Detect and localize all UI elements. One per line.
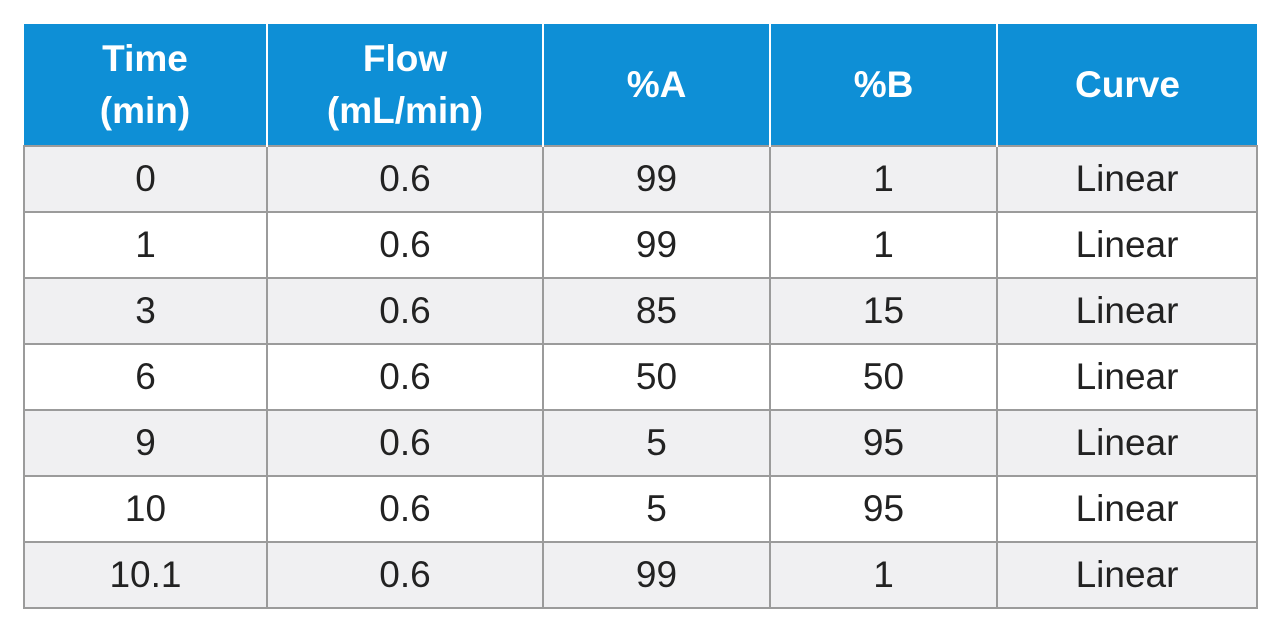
cell-percent-b: 95 [769, 475, 998, 543]
header-label: %A [626, 63, 687, 105]
cell-curve: Linear [996, 409, 1258, 477]
cell-curve: Linear [996, 541, 1258, 609]
cell-curve: Linear [996, 211, 1258, 279]
table-row: 1 0.6 99 1 Linear [23, 211, 1258, 279]
cell-curve: Linear [996, 343, 1258, 411]
table-body: 0 0.6 99 1 Linear 1 0.6 99 1 Linear 3 0.… [23, 145, 1258, 609]
gradient-table-container: Time (min) Flow (mL/min) %A %B Curve [23, 24, 1258, 609]
table-row: 0 0.6 99 1 Linear [23, 145, 1258, 213]
cell-percent-a: 99 [542, 211, 771, 279]
cell-percent-a: 99 [542, 145, 771, 213]
cell-time: 0 [23, 145, 268, 213]
table-row: 10.1 0.6 99 1 Linear [23, 541, 1258, 609]
cell-percent-a: 99 [542, 541, 771, 609]
cell-flow: 0.6 [266, 277, 544, 345]
cell-flow: 0.6 [266, 475, 544, 543]
cell-curve: Linear [996, 145, 1258, 213]
cell-flow: 0.6 [266, 343, 544, 411]
cell-time: 3 [23, 277, 268, 345]
cell-percent-a: 5 [542, 475, 771, 543]
header-label: Flow [362, 37, 448, 79]
cell-percent-b: 1 [769, 541, 998, 609]
column-header-percent-a: %A [542, 24, 771, 146]
gradient-table: Time (min) Flow (mL/min) %A %B Curve [23, 24, 1258, 609]
cell-flow: 0.6 [266, 145, 544, 213]
header-label: %B [853, 63, 914, 105]
cell-percent-a: 85 [542, 277, 771, 345]
table-row: 3 0.6 85 15 Linear [23, 277, 1258, 345]
cell-flow: 0.6 [266, 409, 544, 477]
cell-flow: 0.6 [266, 541, 544, 609]
cell-percent-a: 5 [542, 409, 771, 477]
header-unit: (min) [99, 89, 191, 131]
header-label: Time [102, 37, 188, 79]
cell-curve: Linear [996, 475, 1258, 543]
cell-time: 10.1 [23, 541, 268, 609]
cell-percent-b: 1 [769, 211, 998, 279]
column-header-time: Time (min) [24, 24, 268, 146]
header-label: Curve [1075, 63, 1180, 105]
cell-curve: Linear [996, 277, 1258, 345]
cell-percent-b: 1 [769, 145, 998, 213]
table-row: 10 0.6 5 95 Linear [23, 475, 1258, 543]
cell-flow: 0.6 [266, 211, 544, 279]
cell-time: 1 [23, 211, 268, 279]
header-row: Time (min) Flow (mL/min) %A %B Curve [24, 24, 1257, 146]
cell-time: 9 [23, 409, 268, 477]
cell-time: 10 [23, 475, 268, 543]
table-row: 6 0.6 50 50 Linear [23, 343, 1258, 411]
cell-percent-b: 95 [769, 409, 998, 477]
cell-time: 6 [23, 343, 268, 411]
header-unit: (mL/min) [326, 89, 484, 131]
cell-percent-b: 50 [769, 343, 998, 411]
cell-percent-b: 15 [769, 277, 998, 345]
column-header-flow: Flow (mL/min) [266, 24, 544, 146]
table-header: Time (min) Flow (mL/min) %A %B Curve [24, 24, 1257, 146]
column-header-percent-b: %B [769, 24, 998, 146]
column-header-curve: Curve [996, 24, 1257, 146]
cell-percent-a: 50 [542, 343, 771, 411]
table-row: 9 0.6 5 95 Linear [23, 409, 1258, 477]
